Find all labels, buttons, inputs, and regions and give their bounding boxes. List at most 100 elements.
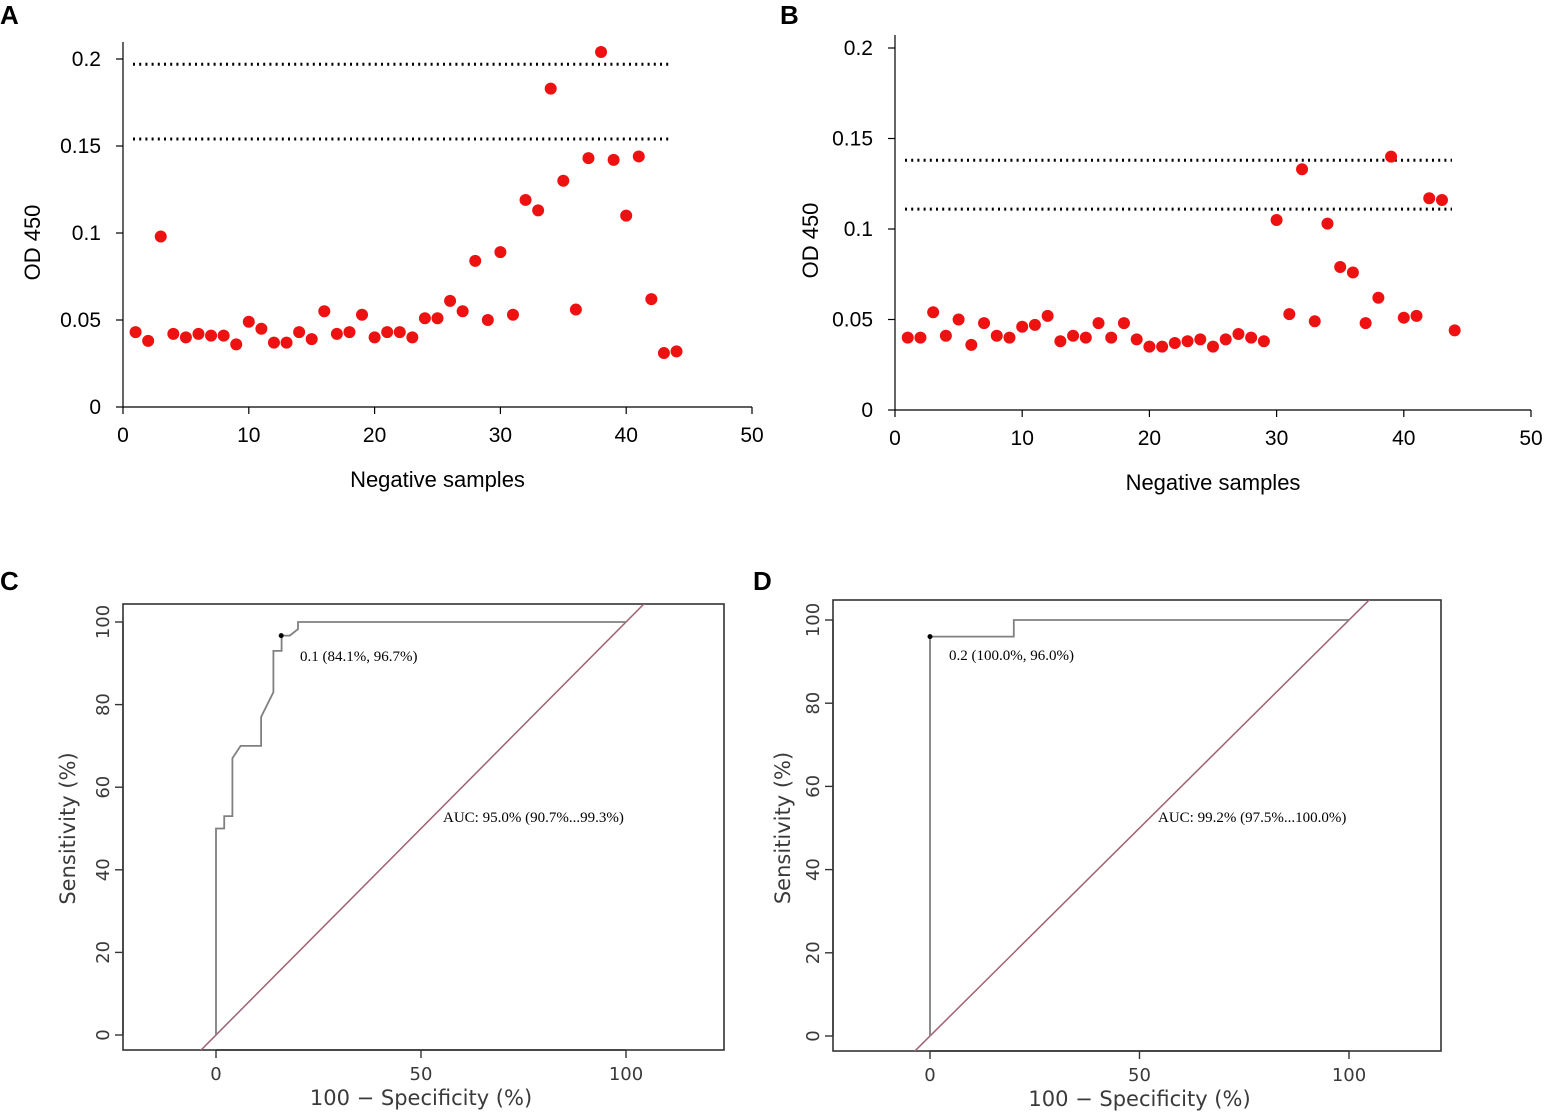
data-point — [481, 314, 494, 326]
y-tick-label: 0 — [803, 1030, 824, 1041]
x-axis-title: Negative samples — [350, 467, 525, 492]
roc-curve — [215, 621, 626, 1035]
y-axis-title: OD 450 — [798, 203, 823, 279]
data-point — [255, 322, 268, 335]
y-tick-label: 40 — [803, 858, 824, 881]
data-point — [1207, 340, 1219, 353]
data-point — [318, 305, 331, 318]
data-point — [293, 326, 306, 339]
data-point — [418, 312, 431, 325]
data-point — [1257, 335, 1270, 348]
scatter-panel-b: 0 10 20 30 40 50 0 0.05 0.1 0.15 0.2 Negative sampl… — [798, 35, 1543, 495]
x-tick-label: 50 — [1519, 427, 1542, 450]
data-point — [368, 331, 381, 344]
data-point — [1321, 217, 1334, 230]
data-point — [1334, 261, 1347, 274]
data-point — [267, 336, 280, 349]
y-tick-label: 0.05 — [60, 309, 101, 332]
data-point — [939, 329, 952, 342]
data-point — [645, 293, 658, 306]
data-point — [582, 152, 595, 165]
x-tick-label: 100 — [1332, 1065, 1366, 1086]
y-tick-label: 0.2 — [844, 37, 873, 60]
data-point — [1283, 308, 1296, 321]
data-point — [142, 334, 155, 347]
x-axis-title: 100 − Specificity (%) — [1028, 1087, 1250, 1111]
chance-diagonal — [200, 604, 645, 1050]
x-tick-label: 40 — [615, 424, 638, 447]
panel-letter-c: C — [0, 566, 19, 596]
data-point — [406, 331, 419, 344]
y-tick-label: 0.1 — [844, 218, 873, 241]
data-point — [1410, 309, 1423, 322]
x-tick-label: 40 — [1392, 427, 1415, 450]
data-point — [431, 312, 444, 325]
data-point — [1181, 335, 1194, 348]
auc-label: AUC: 95.0% (90.7%...99.3%) — [443, 810, 624, 826]
data-point — [1143, 340, 1156, 353]
y-tick-label: 60 — [803, 775, 824, 798]
y-tick-label: 0.2 — [72, 48, 101, 71]
x-axis-title: 100 − Specificity (%) — [310, 1086, 532, 1110]
data-point — [356, 308, 369, 321]
data-point — [280, 336, 293, 349]
data-point — [167, 327, 180, 340]
x-tick-label: 0 — [924, 1065, 935, 1086]
best-threshold-point — [927, 634, 933, 640]
data-point — [1245, 331, 1258, 344]
data-point — [343, 326, 356, 339]
data-point — [1346, 266, 1359, 279]
data-point — [1296, 163, 1309, 176]
data-point — [305, 333, 318, 346]
auc-label: AUC: 99.2% (97.5%...100.0%) — [1158, 810, 1346, 826]
data-point — [532, 204, 545, 217]
data-point — [990, 329, 1003, 342]
y-tick-label: 100 — [93, 605, 114, 639]
x-tick-label: 50 — [1128, 1065, 1151, 1086]
x-tick-label: 20 — [363, 424, 386, 447]
data-point — [192, 327, 205, 340]
y-tick-label: 80 — [93, 693, 114, 716]
data-point — [607, 153, 620, 166]
data-point — [1168, 337, 1181, 350]
data-point — [670, 345, 683, 358]
data-point — [506, 308, 519, 321]
y-tick-label: 80 — [803, 692, 824, 715]
data-point — [129, 326, 142, 339]
x-tick-label: 30 — [489, 424, 512, 447]
panel-letter-d: D — [753, 566, 772, 596]
roc-panel-c: 0 50 100 0 20 40 60 80 100 0.1 (84.1%, 96.7%) AUC:… — [56, 603, 725, 1110]
data-point — [1359, 317, 1372, 330]
data-point — [1194, 333, 1207, 346]
y-tick-label: 20 — [803, 941, 824, 964]
data-point — [557, 174, 570, 187]
y-tick-label: 0.15 — [832, 128, 873, 151]
data-point — [242, 315, 255, 328]
x-tick-label: 0 — [210, 1064, 221, 1085]
data-point — [1156, 340, 1169, 353]
x-tick-label: 10 — [1011, 427, 1034, 450]
y-tick-label: 40 — [93, 858, 114, 881]
data-point — [901, 331, 914, 344]
y-tick-label: 20 — [93, 941, 114, 964]
data-point — [952, 313, 965, 326]
x-tick-label: 100 — [609, 1064, 643, 1085]
data-point — [1448, 324, 1461, 337]
x-tick-label: 0 — [117, 424, 129, 447]
best-threshold-point — [278, 633, 284, 639]
data-point — [381, 326, 394, 339]
y-tick-label: 0.05 — [832, 309, 873, 332]
data-point — [1372, 291, 1385, 304]
threshold-label: 0.2 (100.0%, 96.0%) — [949, 648, 1074, 664]
data-point — [569, 303, 582, 316]
data-point — [1270, 213, 1283, 226]
data-point — [1308, 315, 1321, 328]
data-point — [154, 230, 167, 243]
panel-letter-b: B — [780, 0, 799, 30]
y-axis-title: Sensitivity (%) — [771, 752, 795, 904]
y-axis-title: OD 450 — [20, 205, 45, 281]
data-point — [330, 327, 343, 340]
data-point — [1054, 335, 1067, 348]
panel-letter-a: A — [0, 0, 19, 30]
data-point — [1130, 333, 1143, 346]
